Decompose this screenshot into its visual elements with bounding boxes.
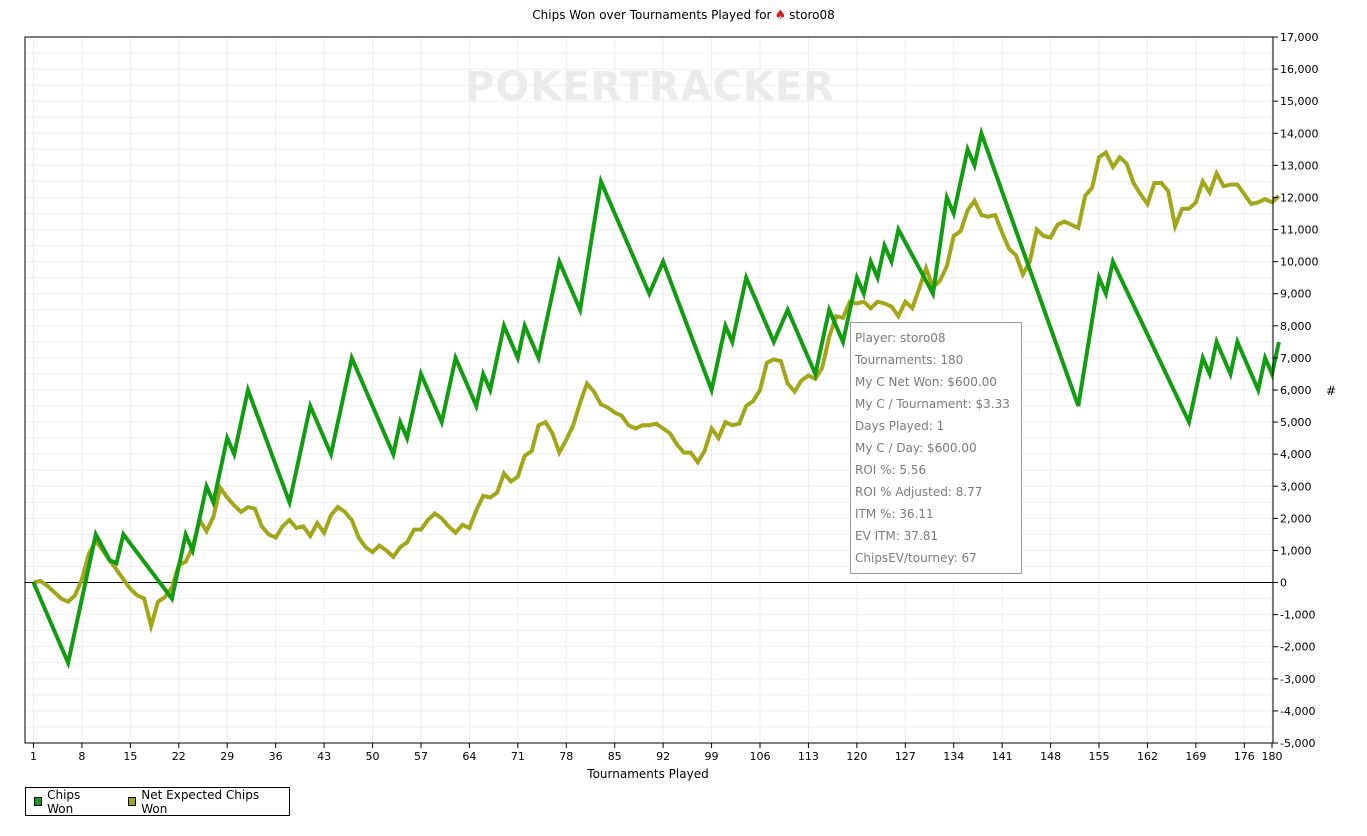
y-tick-label: -4,000 bbox=[1280, 705, 1315, 718]
x-tick-label: 162 bbox=[1137, 750, 1158, 763]
x-tick-label: 180 bbox=[1262, 750, 1283, 763]
x-axis-title: Tournaments Played bbox=[586, 767, 708, 781]
x-tick-label: 50 bbox=[366, 750, 380, 763]
watermark-logo: POKERTRACKER bbox=[465, 64, 835, 110]
x-tick-label: 155 bbox=[1089, 750, 1110, 763]
y-tick-label: 13,000 bbox=[1280, 159, 1319, 172]
x-tick-label: 106 bbox=[749, 750, 770, 763]
y-tick-label: 1,000 bbox=[1280, 544, 1312, 557]
x-tick-label: 127 bbox=[895, 750, 916, 763]
x-tick-label: 1 bbox=[30, 750, 37, 763]
series-line-net-expected-chips-won bbox=[33, 149, 1281, 634]
y-tick-label: 10,000 bbox=[1280, 256, 1319, 269]
x-tick-label: 120 bbox=[846, 750, 867, 763]
x-tick-label: 113 bbox=[798, 750, 819, 763]
series-layer bbox=[31, 125, 1281, 670]
chart-title-player: storo08 bbox=[789, 8, 835, 22]
y-tick-label: -5,000 bbox=[1280, 737, 1315, 750]
grid-lines bbox=[25, 36, 1273, 744]
legend-swatch-net-expected bbox=[128, 797, 137, 806]
tooltip-roi: ROI %: 5.56 bbox=[855, 463, 927, 477]
x-tick-label: 169 bbox=[1185, 750, 1206, 763]
tooltip-roi-adjusted: ROI % Adjusted: 8.77 bbox=[855, 485, 983, 499]
x-tick-label: 36 bbox=[269, 750, 283, 763]
y-axis: -5,000 -4,000 -3,000 -2,000 -1,000 0 1,000 2,00… bbox=[1273, 31, 1319, 750]
tooltip-tournaments: Tournaments: 180 bbox=[855, 353, 964, 367]
y-tick-label: 6,000 bbox=[1280, 384, 1312, 397]
chart-legend: Chips Won Net Expected Chips Won bbox=[25, 787, 290, 816]
x-tick-label: 141 bbox=[992, 750, 1013, 763]
y-axis-title: # bbox=[1326, 384, 1336, 398]
y-tick-label: 11,000 bbox=[1280, 224, 1319, 237]
x-tick-label: 57 bbox=[414, 750, 428, 763]
stats-tooltip: Player: storo08 Tournaments: 180 My C Ne… bbox=[850, 322, 1022, 574]
y-tick-label: 15,000 bbox=[1280, 95, 1319, 108]
tooltip-player: Player: storo08 bbox=[855, 331, 946, 345]
x-tick-label: 85 bbox=[608, 750, 622, 763]
x-tick-label: 134 bbox=[943, 750, 964, 763]
y-tick-label: 0 bbox=[1280, 577, 1287, 590]
y-tick-label: 14,000 bbox=[1280, 127, 1319, 140]
legend-label-chips-won: Chips Won bbox=[47, 787, 81, 816]
x-tick-label: 43 bbox=[317, 750, 331, 763]
tooltip-per-tournament: My C / Tournament: $3.33 bbox=[855, 397, 1010, 411]
y-tick-label: 8,000 bbox=[1280, 320, 1312, 333]
y-tick-label: 3,000 bbox=[1280, 480, 1312, 493]
x-tick-label: 71 bbox=[511, 750, 525, 763]
tooltip-ev-itm: EV ITM: 37.81 bbox=[855, 529, 939, 543]
y-tick-label: 7,000 bbox=[1280, 352, 1312, 365]
chart-title-text: Chips Won over Tournaments Played for bbox=[532, 8, 772, 22]
series-line-chips-won bbox=[31, 125, 1281, 670]
x-tick-label: 22 bbox=[172, 750, 186, 763]
y-tick-label: 9,000 bbox=[1280, 288, 1312, 301]
tooltip-days-played: Days Played: 1 bbox=[855, 419, 945, 433]
x-tick-label: 15 bbox=[123, 750, 137, 763]
chart-title: Chips Won over Tournaments Played for ♠ st… bbox=[0, 8, 1367, 23]
x-tick-label: 8 bbox=[78, 750, 85, 763]
y-tick-label: 5,000 bbox=[1280, 416, 1312, 429]
y-tick-label: 4,000 bbox=[1280, 448, 1312, 461]
x-tick-label: 148 bbox=[1040, 750, 1061, 763]
y-tick-label: -1,000 bbox=[1280, 609, 1315, 622]
legend-item-chips-won[interactable]: Chips Won bbox=[34, 788, 102, 816]
tooltip-itm: ITM %: 36.11 bbox=[855, 507, 934, 521]
tooltip-per-day: My C / Day: $600.00 bbox=[855, 441, 977, 455]
x-tick-label: 29 bbox=[220, 750, 234, 763]
y-tick-label: 12,000 bbox=[1280, 191, 1319, 204]
tooltip-net-won: My C Net Won: $600.00 bbox=[855, 375, 997, 389]
x-tick-label: 92 bbox=[656, 750, 670, 763]
x-tick-label: 176 bbox=[1234, 750, 1255, 763]
tooltip-chipsev: ChipsEV/tourney: 67 bbox=[855, 551, 977, 565]
y-tick-label: 2,000 bbox=[1280, 512, 1312, 525]
x-tick-label: 78 bbox=[559, 750, 573, 763]
y-tick-label: -2,000 bbox=[1280, 641, 1315, 654]
legend-label-net-expected: Net Expected Chips Won bbox=[141, 787, 260, 816]
y-tick-label: 17,000 bbox=[1280, 31, 1319, 44]
x-axis: 1 8 15 22 29 36 43 50 57 64 71 78 85 92 99 106 113 120 127… bbox=[30, 743, 1283, 763]
y-tick-label: 16,000 bbox=[1280, 63, 1319, 76]
x-tick-label: 64 bbox=[462, 750, 476, 763]
poker-spade-icon: ♠ bbox=[774, 8, 787, 23]
legend-swatch-chips-won bbox=[34, 797, 43, 806]
y-tick-label: -3,000 bbox=[1280, 673, 1315, 686]
legend-item-net-expected[interactable]: Net Expected Chips Won bbox=[128, 788, 271, 816]
x-tick-label: 99 bbox=[705, 750, 719, 763]
